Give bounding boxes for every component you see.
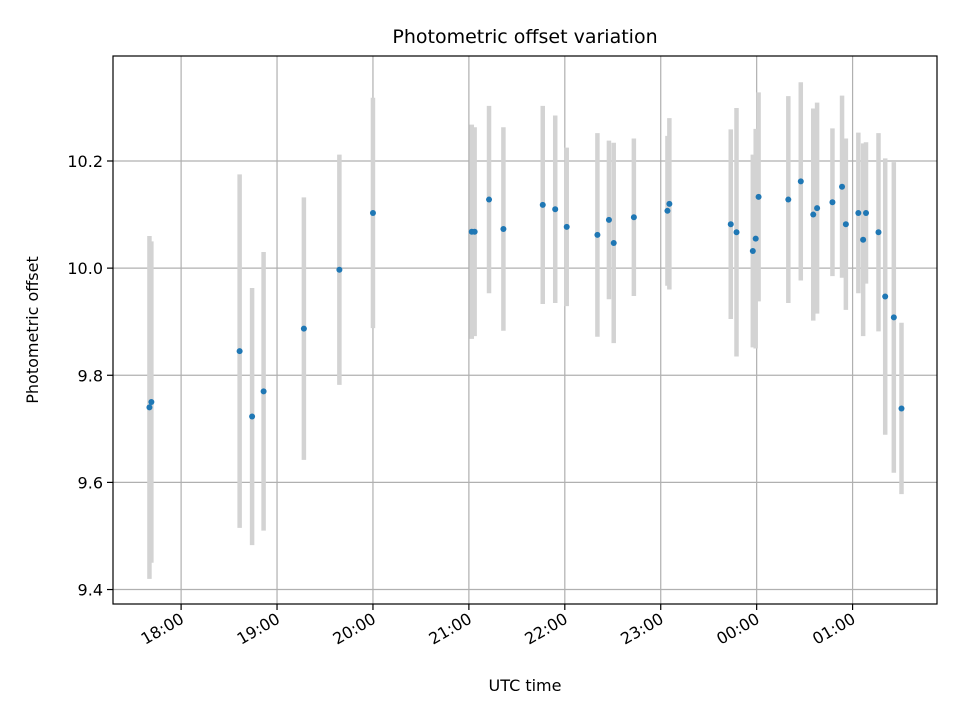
y-axis: 9.4 9.6 9.8 10.0 10.2	[67, 152, 113, 600]
data-point	[797, 178, 804, 185]
data-point	[500, 226, 507, 233]
data-point	[148, 399, 155, 406]
data-point	[882, 293, 889, 300]
data-point	[610, 239, 617, 246]
data-point	[146, 404, 153, 411]
y-tick-label: 10.0	[67, 259, 103, 278]
data-point	[260, 388, 267, 395]
data-point	[727, 221, 734, 228]
data-point	[875, 229, 882, 236]
data-point	[898, 405, 905, 412]
data-point	[829, 199, 836, 206]
data-point	[539, 201, 546, 208]
point-layer	[146, 178, 905, 420]
chart-title: Photometric offset variation	[392, 26, 657, 48]
data-point	[863, 209, 870, 216]
x-axis-label: UTC time	[489, 676, 562, 695]
data-point	[855, 209, 862, 216]
data-point	[605, 216, 612, 223]
plot-frame	[112, 55, 938, 605]
data-point	[664, 207, 671, 214]
data-point	[749, 247, 756, 254]
data-point	[733, 229, 740, 236]
data-point	[300, 325, 307, 332]
data-point	[860, 236, 867, 243]
data-point	[369, 209, 376, 216]
data-point	[249, 413, 256, 420]
data-point	[563, 223, 570, 230]
data-point	[842, 221, 849, 228]
data-point	[666, 200, 673, 207]
y-axis-label: Photometric offset	[23, 256, 42, 404]
y-tick-label: 9.8	[78, 366, 103, 385]
data-point	[486, 196, 493, 203]
data-point	[471, 228, 478, 235]
y-tick-label: 10.2	[67, 152, 103, 171]
data-point	[552, 206, 559, 213]
data-point	[594, 231, 601, 238]
data-point	[785, 196, 792, 203]
data-point	[810, 211, 817, 218]
data-point	[630, 214, 637, 221]
data-point	[839, 183, 846, 190]
data-point	[236, 348, 243, 355]
y-tick-label: 9.6	[78, 473, 103, 492]
data-point	[336, 266, 343, 273]
data-point	[752, 235, 759, 242]
y-tick-label: 9.4	[78, 581, 103, 600]
data-point	[814, 205, 821, 212]
data-point	[755, 193, 762, 200]
data-point	[890, 314, 897, 321]
